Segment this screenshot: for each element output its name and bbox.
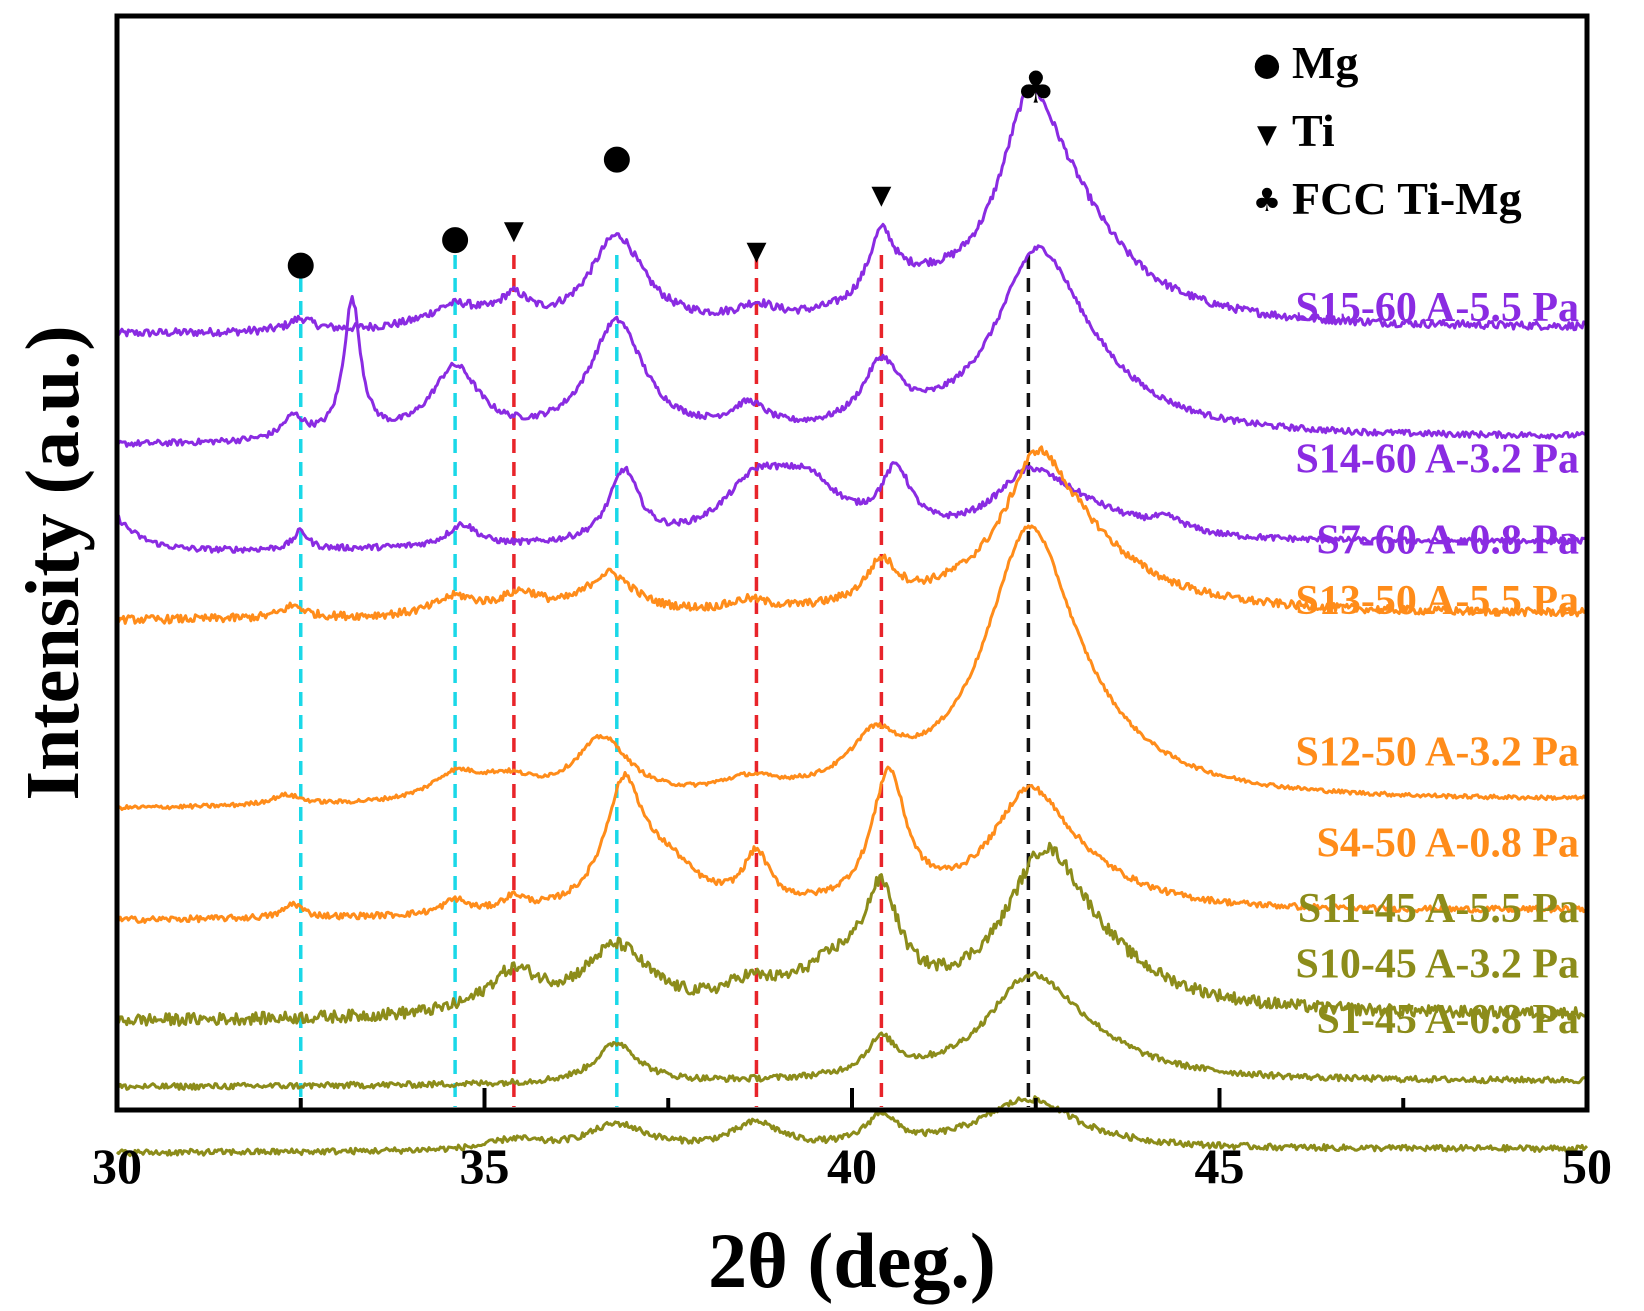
x-tick-label-50: 50	[1562, 1138, 1612, 1194]
series-label-4: S13-50 A-5.5 Pa	[1296, 578, 1580, 624]
legend: ● Mg ▼ Ti ♣ FCC Ti-Mg	[1253, 37, 1522, 224]
peak-marker-6: ▼	[871, 181, 891, 211]
series-line-9	[115, 1095, 1589, 1158]
series-line-7	[115, 841, 1589, 1027]
series-label-2: S14-60 A-3.2 Pa	[1296, 437, 1580, 483]
x-tick-label-30: 30	[92, 1138, 142, 1194]
legend-symbol-2: ▼	[1257, 120, 1277, 150]
x-tick-label-35: 35	[460, 1138, 510, 1194]
x-tick-label-40: 40	[827, 1138, 877, 1194]
series-line-6	[116, 765, 1589, 924]
peak-marker-3: ▼	[504, 216, 524, 246]
peak-marker-5: ▼	[746, 236, 766, 266]
series-label-3: S7-60 A-0.8 Pa	[1317, 517, 1580, 563]
legend-symbol-1: ●	[1253, 45, 1281, 83]
series-label-5: S12-50 A-3.2 Pa	[1296, 729, 1580, 775]
x-tick-label-45: 45	[1195, 1138, 1245, 1194]
series-label-6: S4-50 A-0.8 Pa	[1317, 820, 1580, 866]
series-line-8	[116, 970, 1589, 1091]
legend-label-1: Mg	[1292, 37, 1358, 88]
series-line-3	[115, 461, 1588, 554]
y-axis-title: Intensity (a.u.)	[11, 325, 95, 800]
peak-marker-1: ●	[286, 243, 316, 283]
series-line-2	[115, 244, 1589, 448]
series-label-9: S1-45 A-0.8 Pa	[1317, 997, 1580, 1043]
legend-symbol-3: ♣	[1253, 181, 1282, 219]
legend-label-2: Ti	[1292, 105, 1335, 156]
peak-marker-7: ♣	[1016, 63, 1055, 114]
series-label-8: S10-45 A-3.2 Pa	[1296, 942, 1580, 988]
series-label-1: S15-60 A-5.5 Pa	[1296, 285, 1580, 331]
legend-label-3: FCC Ti-Mg	[1292, 173, 1522, 224]
series-line-5	[116, 524, 1589, 811]
series-line-1	[115, 85, 1589, 338]
x-axis-title: 2θ (deg.)	[708, 1217, 996, 1304]
series-line-4	[115, 445, 1589, 625]
peak-marker-2: ●	[440, 218, 470, 258]
series-label-7: S11-45 A-5.5 Pa	[1298, 886, 1579, 932]
peak-marker-4: ●	[602, 137, 632, 177]
